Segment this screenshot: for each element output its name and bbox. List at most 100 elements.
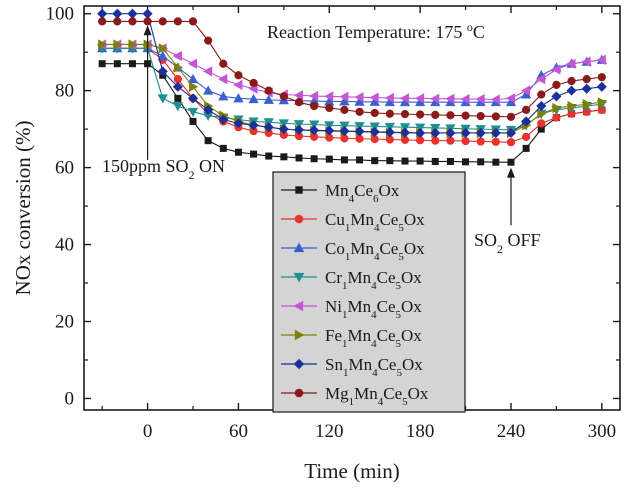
legend-label-part: Mn [348, 326, 372, 345]
data-point-mg1mn4ce5ox [385, 109, 394, 118]
series-line-co1mn4ce5ox [102, 47, 602, 103]
data-point-mg1mn4ce5ox [522, 105, 531, 114]
data-point-ni1mn4ce5ox [324, 91, 334, 102]
data-point-ni1mn4ce5ox [536, 73, 546, 85]
legend-label-part: Mn [348, 297, 372, 316]
data-point-mn4ce6ox [507, 158, 515, 166]
legend-label-part: 4 [371, 338, 377, 350]
legend-label-part: Ox [408, 384, 429, 403]
legend-label-part: 5 [396, 280, 402, 292]
data-point-co1mn4ce5ox [263, 94, 274, 104]
data-point-cr1mn4ce5ox [278, 119, 289, 129]
so2-off-label-part: OFF [503, 230, 541, 250]
x-tick-label: 120 [315, 421, 344, 442]
series-line-mn4ce6ox [102, 63, 602, 163]
data-point-cr1mn4ce5ox [157, 94, 168, 104]
legend-label-part: Mn [348, 355, 372, 374]
legend-label-part: Co [325, 239, 345, 258]
legend-label-part: 1 [345, 222, 351, 234]
data-point-cr1mn4ce5ox [187, 107, 199, 118]
data-point-mg1mn4ce5ox [416, 110, 425, 119]
legend-label-part: Ox [402, 355, 423, 374]
data-point-ni1mn4ce5ox [187, 58, 197, 69]
data-point-sn1mn4ce5ox [233, 118, 244, 129]
legend-marker-fe1mn4ce5ox [294, 329, 305, 341]
legend-label-part: Ce [377, 268, 396, 287]
x-tick-label: 0 [143, 421, 153, 442]
legend-label-part: 5 [402, 396, 408, 408]
data-point-mg1mn4ce5ox [506, 112, 516, 121]
legend-label-mn4ce6ox: Mn4Ce6Ox [325, 181, 400, 205]
data-point-mn4ce6ox [219, 144, 227, 152]
data-point-mn4ce6ox [340, 156, 348, 164]
data-point-mn4ce6ox [386, 157, 394, 165]
legend-marker-co1mn4ce5ox [293, 242, 305, 253]
so2-off-label-part: SO [474, 230, 497, 250]
data-point-sn1mn4ce5ox [309, 125, 320, 136]
data-point-mn4ce6ox [174, 94, 182, 102]
data-point-sn1mn4ce5ox [354, 126, 365, 137]
legend-label-part: 1 [345, 251, 351, 263]
data-point-mg1mn4ce5ox [400, 110, 410, 119]
data-point-ni1mn4ce5ox [202, 66, 213, 77]
data-point-co1mn4ce5ox [233, 93, 244, 103]
legend-label-part: Ce [383, 384, 402, 403]
legend-label-part: 4 [372, 367, 378, 379]
legend-label-part: Ox [404, 210, 425, 229]
data-point-sn1mn4ce5ox [536, 101, 547, 112]
data-point-fe1mn4ce5ox [189, 81, 199, 92]
data-point-mn4ce6ox [295, 154, 303, 162]
data-point-ni1mn4ce5ox [460, 94, 470, 105]
legend-label-part: Ce [379, 239, 398, 258]
so2-off-label: SO2 OFF [474, 230, 541, 256]
data-point-mn4ce6ox [234, 148, 242, 156]
data-point-ni1mn4ce5ox [596, 54, 606, 65]
data-point-mn4ce6ox [325, 155, 333, 163]
data-point-sn1mn4ce5ox [566, 85, 577, 96]
data-point-sn1mn4ce5ox [157, 66, 168, 77]
legend-box [272, 171, 466, 413]
data-point-mg1mn4ce5ox [113, 17, 122, 26]
data-point-mg1mn4ce5ox [310, 101, 319, 111]
so2-on-arrow-head [143, 25, 152, 36]
axis-ticks: 0 60 120 180 240 300 0 20 40 60 80 100 [46, 4, 620, 442]
data-point-sn1mn4ce5ox [339, 126, 350, 137]
y-tick-label: 20 [55, 312, 74, 333]
reaction-temperature-label-part: Reaction Temperature: 175 [267, 22, 467, 42]
x-tick-label: 180 [406, 421, 435, 442]
data-point-mg1mn4ce5ox [325, 103, 334, 113]
data-point-fe1mn4ce5ox [158, 43, 168, 54]
y-tick-label: 60 [55, 158, 74, 179]
legend-label-part: Ox [379, 181, 400, 200]
reaction-temperature-label-part: o [467, 20, 473, 34]
legend-label-part: 5 [396, 309, 402, 321]
data-point-mn4ce6ox [98, 60, 106, 68]
legend-label-fe1mn4ce5ox: Fe1Mn4Ce5Ox [325, 326, 422, 350]
data-point-mg1mn4ce5ox [370, 108, 379, 118]
legend-label-part: 1 [342, 309, 348, 321]
data-point-mn4ce6ox [265, 152, 273, 160]
data-point-cr1mn4ce5ox [309, 120, 320, 130]
data-point-mn4ce6ox [492, 158, 500, 166]
data-point-sn1mn4ce5ox [460, 127, 471, 138]
data-point-mg1mn4ce5ox [294, 98, 304, 107]
legend-label-part: Ce [354, 181, 373, 200]
legend-label-part: 1 [342, 338, 348, 350]
data-point-mg1mn4ce5ox [264, 86, 273, 95]
legend-label-part: Sn [325, 355, 343, 374]
data-point-mg1mn4ce5ox [204, 36, 213, 45]
x-tick-label: 240 [497, 421, 526, 442]
legend-label-part: 5 [396, 367, 402, 379]
data-point-ni1mn4ce5ox [445, 93, 455, 104]
data-point-ni1mn4ce5ox [475, 94, 485, 105]
legend-label-mg1mn4ce5ox: Mg1Mn4Ce5Ox [325, 384, 429, 408]
data-point-ni1mn4ce5ox [354, 92, 364, 103]
legend-label-part: 4 [371, 309, 377, 321]
data-point-sn1mn4ce5ox [581, 83, 592, 94]
data-point-cu1mn4ce5ox [476, 137, 485, 146]
data-point-cu1mn4ce5ox [522, 132, 531, 141]
y-tick-label: 80 [55, 81, 74, 102]
legend-label-part: 1 [349, 396, 355, 408]
data-point-sn1mn4ce5ox [521, 116, 532, 127]
data-point-mg1mn4ce5ox [461, 111, 470, 120]
